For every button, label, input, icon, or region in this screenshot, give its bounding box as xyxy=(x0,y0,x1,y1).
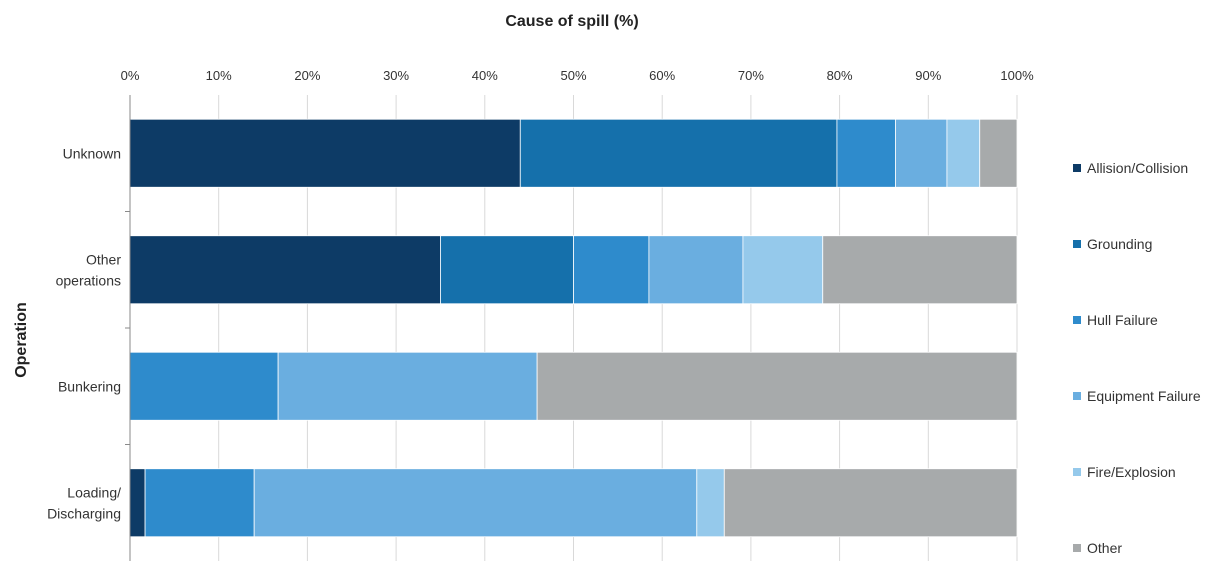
x-tick-label: 50% xyxy=(560,68,586,83)
y-axis-label: Operation xyxy=(13,302,30,378)
y-axis xyxy=(125,95,131,561)
bar-segment xyxy=(277,351,538,421)
x-tick-label: 40% xyxy=(472,68,498,83)
chart-title: Cause of spill (%) xyxy=(505,13,638,30)
legend-label: Hull Failure xyxy=(1087,312,1158,328)
x-tick-label: 70% xyxy=(738,68,764,83)
x-tick-label: 90% xyxy=(915,68,941,83)
bar-segment xyxy=(519,118,838,188)
bar-segment xyxy=(648,235,744,305)
bar-segment xyxy=(723,468,1018,538)
category-labels: Unknown Other operations Bunkering Loading/D… xyxy=(47,145,121,521)
legend-swatch xyxy=(1073,316,1081,324)
legend: Allision/Collision Grounding Hull Failure E… xyxy=(1073,160,1201,556)
bar-segment xyxy=(822,235,1018,305)
bar-segment xyxy=(895,118,948,188)
x-tick-label: 30% xyxy=(383,68,409,83)
x-tick-label: 60% xyxy=(649,68,675,83)
bar-segment xyxy=(573,235,650,305)
legend-swatch xyxy=(1073,468,1081,476)
legend-swatch xyxy=(1073,392,1081,400)
x-tick-label: 10% xyxy=(206,68,232,83)
bar-segment xyxy=(440,235,574,305)
bar-segment xyxy=(836,118,896,188)
legend-label: Equipment Failure xyxy=(1087,388,1201,404)
x-tick-label: 0% xyxy=(121,68,140,83)
bar-segment xyxy=(129,118,521,188)
category-label: Loading/ xyxy=(67,484,121,500)
bar-segment xyxy=(253,468,698,538)
bar-segment xyxy=(129,468,146,538)
legend-label: Grounding xyxy=(1087,236,1152,252)
bar-segment xyxy=(129,235,441,305)
legend-label: Other xyxy=(1087,540,1122,556)
bar-segment xyxy=(979,118,1018,188)
legend-label: Allision/Collision xyxy=(1087,160,1188,176)
legend-swatch xyxy=(1073,164,1081,172)
bar-segment xyxy=(696,468,725,538)
bar-area xyxy=(129,118,1018,538)
bar-segment xyxy=(742,235,824,305)
x-tick-label: 100% xyxy=(1000,68,1034,83)
bar-segment xyxy=(144,468,255,538)
category-label: Bunkering xyxy=(58,378,121,394)
category-label: Other xyxy=(86,251,121,267)
bar-segment xyxy=(536,351,1018,421)
legend-label: Fire/Explosion xyxy=(1087,464,1176,480)
x-tick-labels: 0% 10% 20% 30% 40% 50% 60% 70% 80% 90% 100% xyxy=(121,68,1034,83)
legend-swatch xyxy=(1073,240,1081,248)
bar-segment xyxy=(946,118,981,188)
category-label: operations xyxy=(56,272,121,288)
legend-swatch xyxy=(1073,544,1081,552)
x-tick-label: 20% xyxy=(294,68,320,83)
category-label: Discharging xyxy=(47,505,121,521)
x-tick-label: 80% xyxy=(827,68,853,83)
bar-segment xyxy=(129,351,279,421)
category-label: Unknown xyxy=(63,145,121,161)
